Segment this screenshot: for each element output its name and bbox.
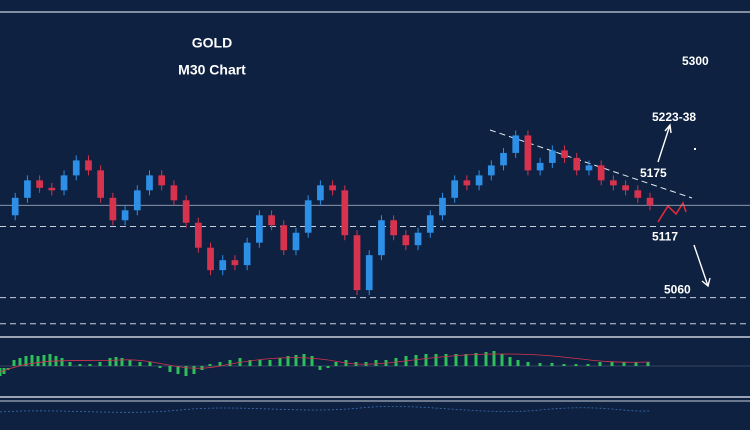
candle [170, 185, 178, 201]
candle [414, 232, 422, 246]
candle [475, 175, 483, 186]
annotation: 5300 [682, 54, 709, 68]
candle [121, 210, 129, 221]
candle [48, 187, 56, 191]
candle [634, 190, 642, 198]
candle [536, 162, 544, 171]
candle [109, 197, 117, 221]
candle [280, 225, 288, 251]
candle [292, 232, 300, 251]
candle [378, 220, 385, 256]
level-label: 5060 [664, 283, 691, 297]
projection-down [657, 201, 687, 223]
candle [243, 242, 251, 266]
candle [426, 215, 434, 233]
candle [268, 215, 275, 226]
candle [24, 180, 31, 198]
candle [329, 185, 336, 191]
candle [585, 165, 593, 171]
candle [341, 190, 349, 236]
candle [353, 235, 361, 291]
chart-title: GOLD [192, 35, 232, 51]
candle [60, 175, 68, 191]
candle [512, 135, 520, 153]
candle [402, 235, 410, 246]
candle [182, 200, 190, 223]
candle [439, 197, 446, 216]
annotation: 5223-38 [652, 110, 696, 124]
candle [72, 160, 80, 176]
dot [694, 148, 696, 150]
candle [207, 247, 214, 271]
candle [97, 170, 105, 198]
candle [622, 185, 629, 191]
candle [561, 150, 568, 158]
candle [158, 175, 166, 186]
arrow-up [657, 123, 672, 163]
candle [11, 197, 19, 216]
candle [548, 150, 556, 163]
candle [610, 180, 617, 186]
candle [500, 152, 507, 166]
annotation: 5175 [640, 166, 667, 180]
candle [451, 180, 459, 198]
candle [219, 260, 227, 271]
candle [524, 135, 532, 171]
candle [573, 157, 581, 171]
candle [231, 260, 239, 266]
candle [646, 197, 654, 206]
candle [390, 220, 397, 236]
chart-subtitle: M30 Chart [178, 62, 246, 78]
candle [597, 165, 605, 181]
level-label: 5117 [652, 230, 678, 244]
candle [304, 200, 312, 233]
candle [365, 255, 373, 291]
trendline [489, 129, 693, 199]
oscillator-line [0, 406, 651, 413]
candle [256, 215, 263, 243]
candle [146, 175, 153, 191]
arrow-down [693, 244, 711, 288]
candle [85, 160, 92, 171]
candle [463, 180, 471, 186]
indicator-signal [0, 353, 651, 373]
candle [133, 190, 141, 211]
candle [317, 185, 324, 201]
candle [194, 222, 202, 248]
candle [36, 180, 43, 188]
candle [487, 165, 495, 176]
